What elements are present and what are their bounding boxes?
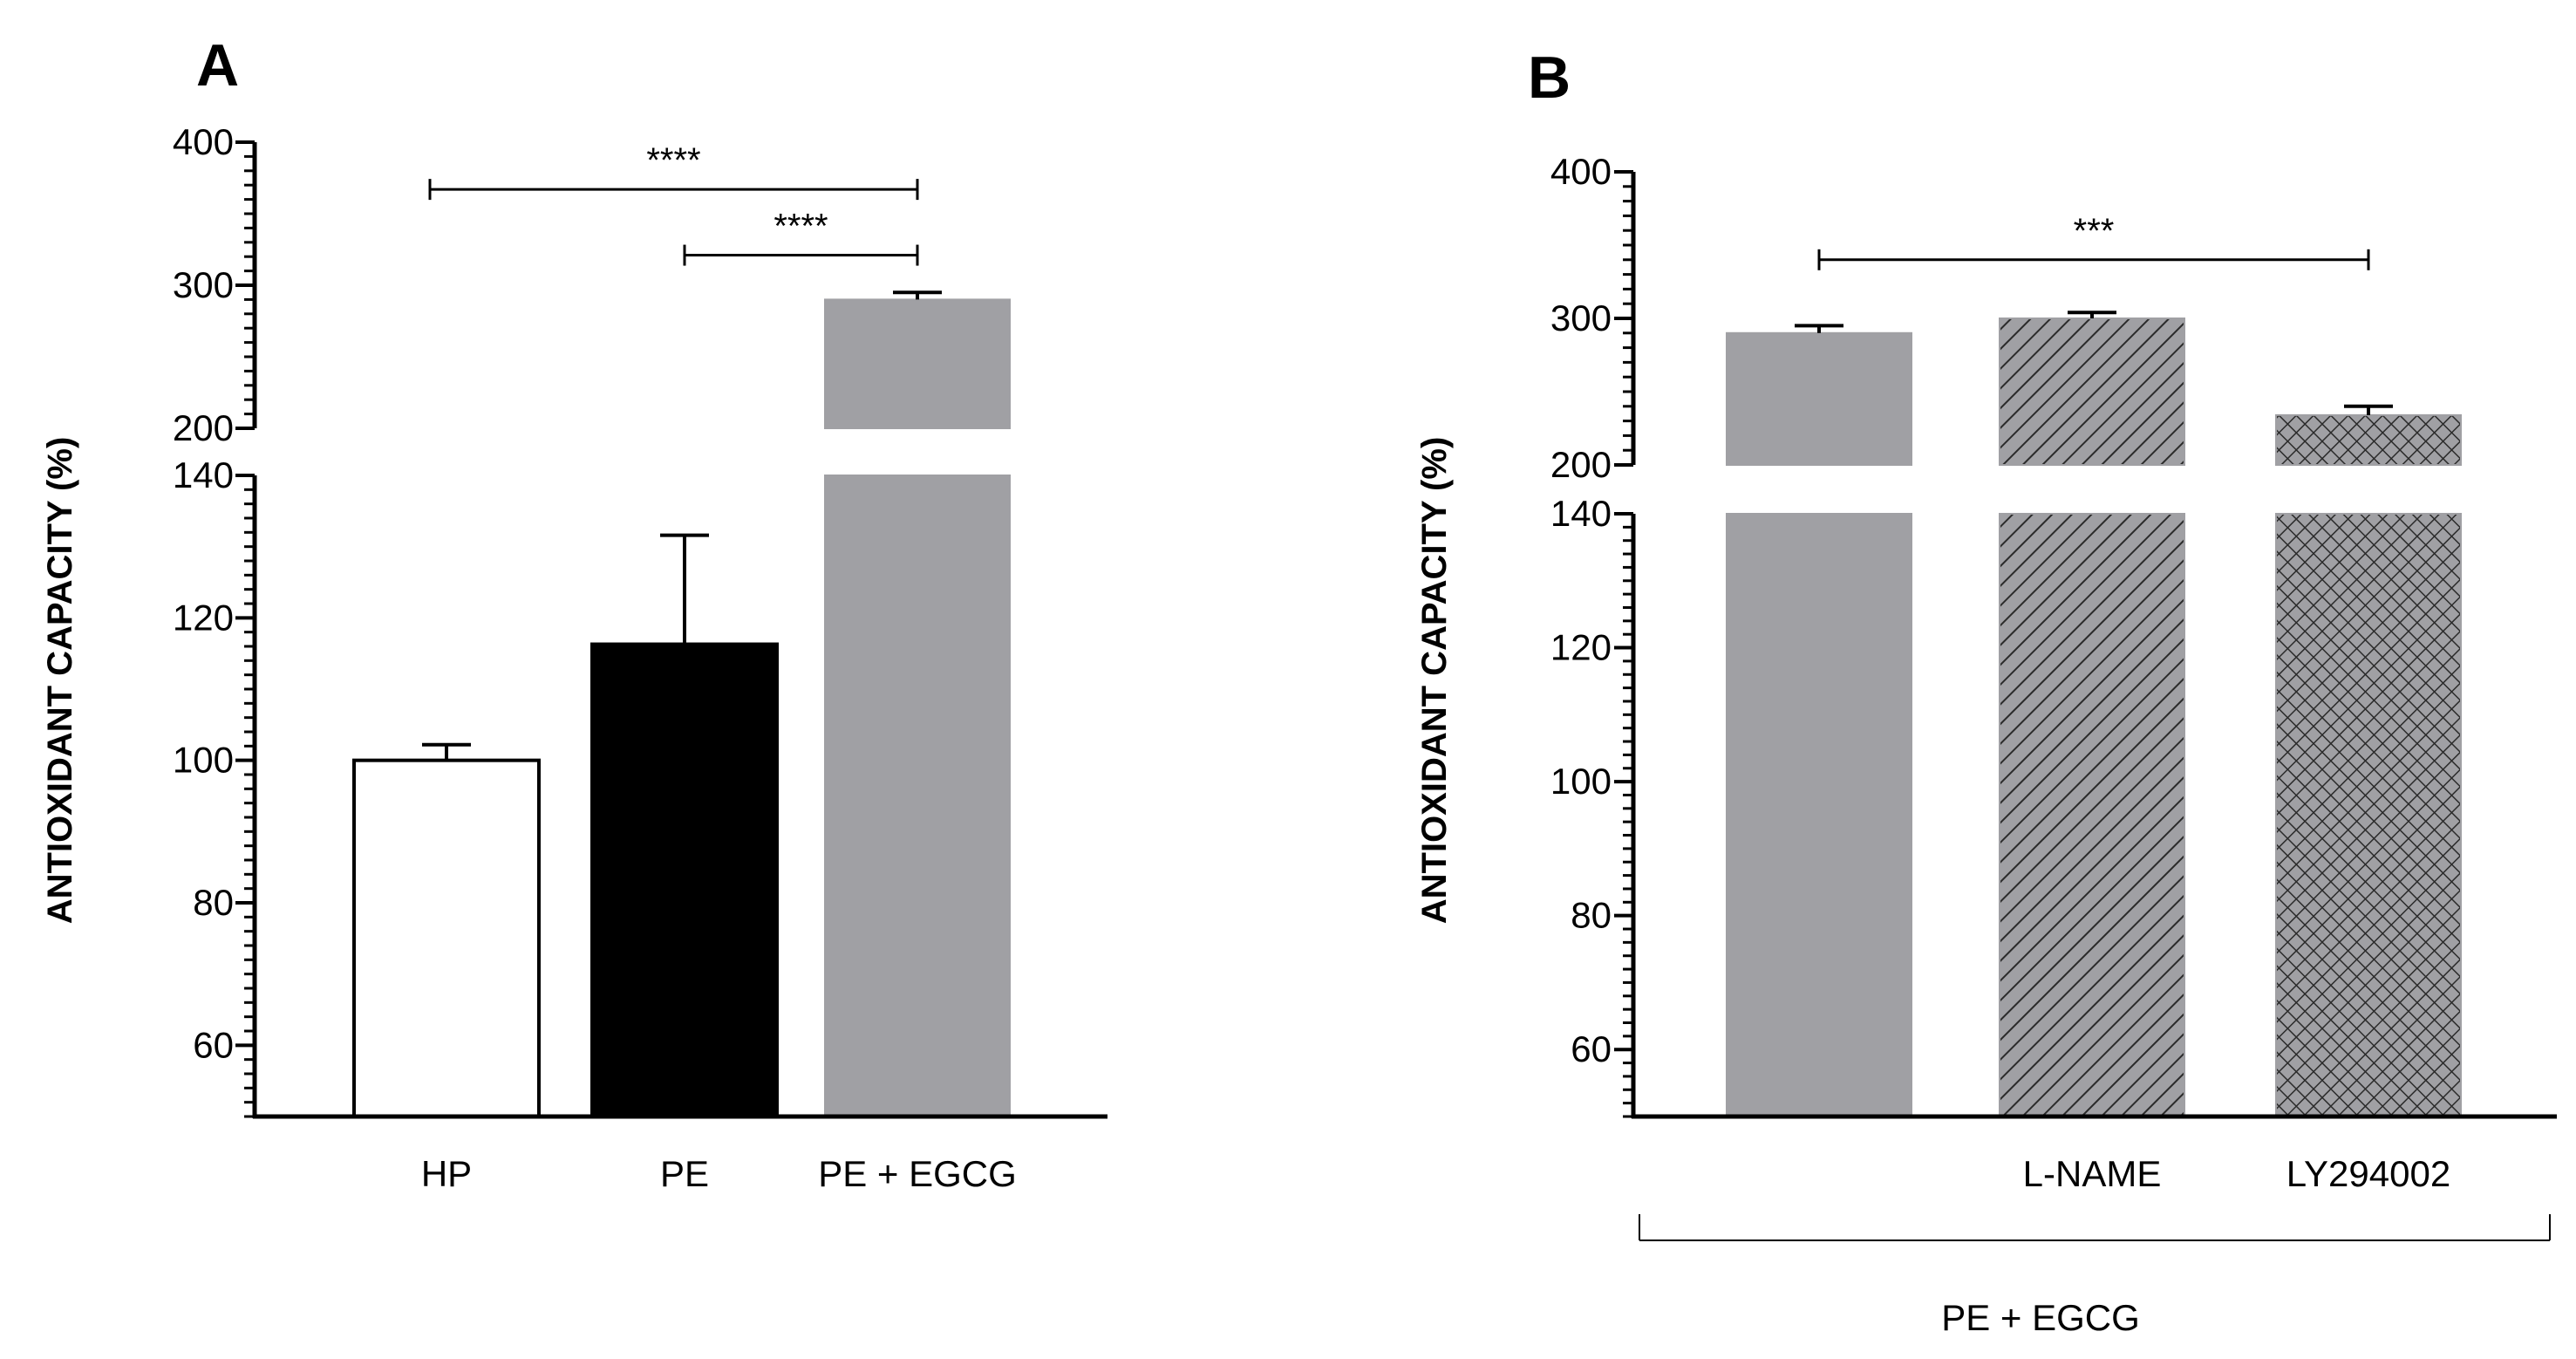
y-axis-title-a: ANTIOXIDANT CAPACITY (%)	[41, 437, 79, 925]
y-tick-label: 120	[1550, 627, 1612, 668]
bar-upper-segment	[2275, 413, 2462, 467]
bar-lower-segment	[824, 475, 1011, 1117]
y-tick-label: 200	[173, 407, 234, 448]
plot-area-b: L-NAME LY294002 60 80 100 120 140 200 300 400 ***	[1550, 151, 2557, 1194]
y-tick-label: 120	[173, 597, 234, 638]
y-tick-label: 300	[1550, 297, 1612, 338]
y-axis-title-b: ANTIOXIDANT CAPACITY (%)	[1415, 437, 1454, 925]
bar-upper-segment	[1999, 318, 2185, 466]
bar	[590, 642, 779, 1118]
y-tick-label: 100	[1550, 761, 1612, 802]
group-label: PE + EGCG	[1941, 1297, 2140, 1338]
y-tick-label: 60	[193, 1024, 234, 1065]
panel-letter-a: A	[196, 32, 239, 99]
y-tick-label: 400	[1550, 151, 1612, 192]
y-tick-label: 400	[173, 121, 234, 162]
y-tick-label: 80	[1571, 895, 1612, 936]
bar	[352, 758, 541, 1119]
y-tick-label: 80	[193, 882, 234, 923]
category-label: PE + EGCG	[818, 1153, 1017, 1194]
bar-upper-segment	[824, 298, 1011, 429]
chart-a: A ANTIOXIDANT CAPACITY (%) HP PE PE + EGCG…	[41, 32, 1107, 1194]
category-label: L-NAME	[2023, 1153, 2162, 1194]
category-label: PE	[660, 1153, 709, 1194]
y-tick-label: 140	[173, 454, 234, 495]
y-tick-label: 60	[1571, 1028, 1612, 1069]
plot-area-a: HP PE PE + EGCG 60 80 100 120 140 200 300 400 **** *…	[173, 121, 1107, 1194]
y-tick-label: 200	[1550, 444, 1612, 485]
significance-label: ****	[773, 208, 828, 246]
significance-label: ****	[646, 141, 700, 180]
panel-letter-b: B	[1528, 44, 1571, 111]
group-bracket	[1639, 1214, 2551, 1241]
y-tick-label: 140	[1550, 493, 1612, 534]
bar-upper-segment	[1726, 331, 1912, 466]
category-label: HP	[421, 1153, 472, 1194]
bar-lower-segment	[1726, 513, 1912, 1117]
chart-b: B ANTIOXIDANT CAPACITY (%) L-NAME LY29400…	[1415, 44, 2557, 1338]
category-label: LY294002	[2286, 1153, 2450, 1194]
y-tick-label: 300	[173, 264, 234, 305]
significance-label: ***	[2074, 212, 2115, 250]
y-tick-label: 100	[173, 740, 234, 781]
bar-lower-segment	[1999, 513, 2185, 1117]
bar-lower-segment	[2275, 513, 2462, 1117]
